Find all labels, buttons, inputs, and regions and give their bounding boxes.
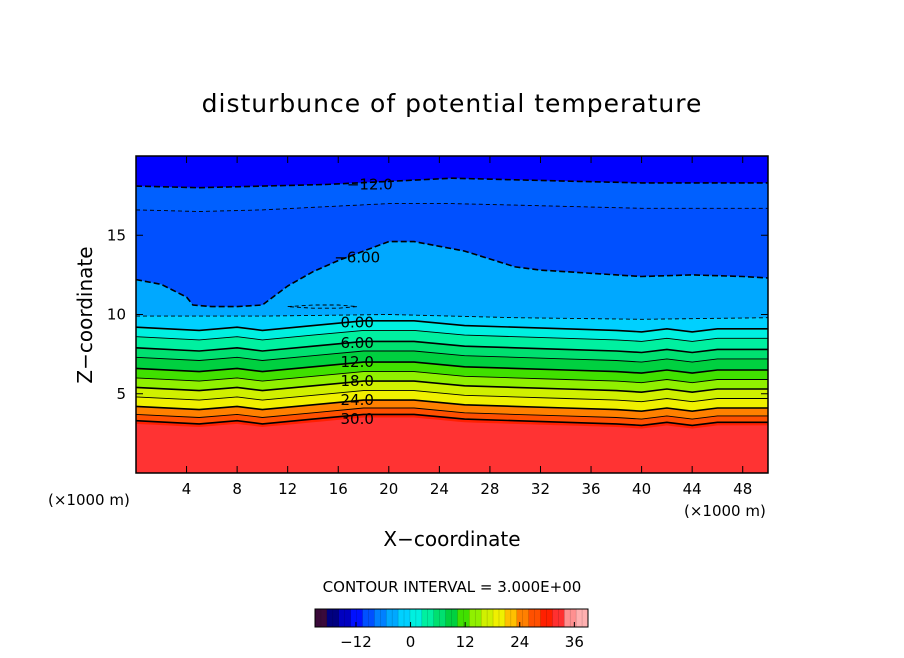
y-tick-label: 10	[107, 306, 126, 324]
x-tick-label: 20	[379, 480, 398, 498]
contour-line	[136, 177, 768, 189]
contour-line	[287, 304, 358, 309]
contour-line	[136, 399, 768, 413]
contour-label: 12.0	[340, 353, 373, 371]
colorbar-swatch	[386, 609, 399, 627]
x-unit-right: (×1000 m)	[684, 502, 766, 520]
colorbar-swatch	[540, 609, 553, 627]
x-tick-label: 32	[531, 480, 550, 498]
x-tick-label: 16	[329, 480, 348, 498]
x-tick-label: 40	[632, 480, 651, 498]
contour-line	[136, 314, 768, 320]
contour-line	[136, 380, 768, 394]
contour-line	[136, 350, 768, 363]
x-tick-label: 8	[232, 480, 242, 498]
x-tick-label: 36	[581, 480, 600, 498]
colorbar-swatch	[576, 609, 589, 627]
colorbar-swatch	[374, 609, 387, 627]
colorbar-swatch	[398, 609, 411, 627]
contour-label: 30.0	[340, 410, 373, 428]
colorbar-swatch	[350, 609, 363, 627]
colorbar-swatch	[409, 609, 423, 627]
colorbar-swatch	[528, 609, 541, 627]
colorbar-tick-label: 0	[406, 633, 416, 651]
contour-line	[136, 340, 768, 354]
colorbar-swatch	[481, 609, 494, 627]
contour-line	[136, 413, 768, 427]
colorbar-swatch	[315, 609, 328, 627]
colorbar-ticks: −12 0 12 24 36	[340, 622, 584, 651]
contour-label: 6.00	[340, 334, 373, 352]
colorbar	[315, 609, 589, 627]
colorbar-swatch	[421, 609, 435, 627]
x-tick-label: 44	[683, 480, 702, 498]
chart-title: disturbunce of potential temperature	[202, 89, 703, 118]
x-tick-label: 12	[278, 480, 297, 498]
contour-line	[136, 371, 768, 384]
contour-line	[136, 390, 768, 403]
y-tick-label: 5	[116, 385, 126, 403]
colorbar-frame	[314, 608, 589, 628]
y-axis-label: Z−coordinate	[73, 246, 97, 383]
contour-line	[136, 320, 768, 333]
x-tick-label: 28	[480, 480, 499, 498]
colorbar-tick-label: 12	[456, 633, 475, 651]
colorbar-swatch	[564, 609, 577, 627]
colorbar-tick-label: 36	[565, 633, 584, 651]
contour-label: 18.0	[340, 372, 373, 390]
contour-line	[136, 240, 768, 308]
colorbar-swatch	[338, 609, 352, 627]
field-fill	[136, 156, 768, 473]
x-axis-label: X−coordinate	[383, 527, 520, 551]
contour-label: 24.0	[340, 391, 373, 409]
field-band	[136, 417, 768, 473]
contour-lines	[136, 177, 768, 427]
contour-label: −6.00	[334, 248, 380, 266]
colorbar-swatch	[326, 609, 340, 627]
colorbar-tick-label: 24	[510, 633, 529, 651]
colorbar-swatch	[362, 609, 375, 627]
contour-label: 0.00	[340, 313, 373, 331]
x-tick-label: 4	[182, 480, 192, 498]
contour-line	[136, 407, 768, 420]
colorbar-swatch	[433, 609, 446, 627]
colorbar-swatch	[493, 609, 506, 627]
contour-line	[136, 361, 768, 374]
x-axis-ticks: 4 8 12 16 20 24 28 32 36 40 44 48	[182, 156, 752, 498]
x-tick-label: 24	[430, 480, 449, 498]
colorbar-swatch	[445, 609, 458, 627]
x-tick-label: 48	[733, 480, 752, 498]
contour-line	[136, 203, 768, 212]
contour-interval-text: CONTOUR INTERVAL = 3.000E+00	[323, 578, 582, 596]
y-axis-ticks: 5 10 15	[107, 226, 768, 403]
colorbar-swatch	[469, 609, 482, 627]
colorbar-swatch	[504, 609, 518, 627]
x-unit-left: (×1000 m)	[48, 491, 130, 509]
colorbar-swatch	[457, 609, 470, 627]
colorbar-tick-label: −12	[340, 633, 372, 651]
colorbar-swatch	[552, 609, 565, 627]
contour-line	[136, 329, 768, 342]
y-tick-label: 15	[107, 226, 126, 244]
contour-label: −12.0	[347, 176, 393, 194]
